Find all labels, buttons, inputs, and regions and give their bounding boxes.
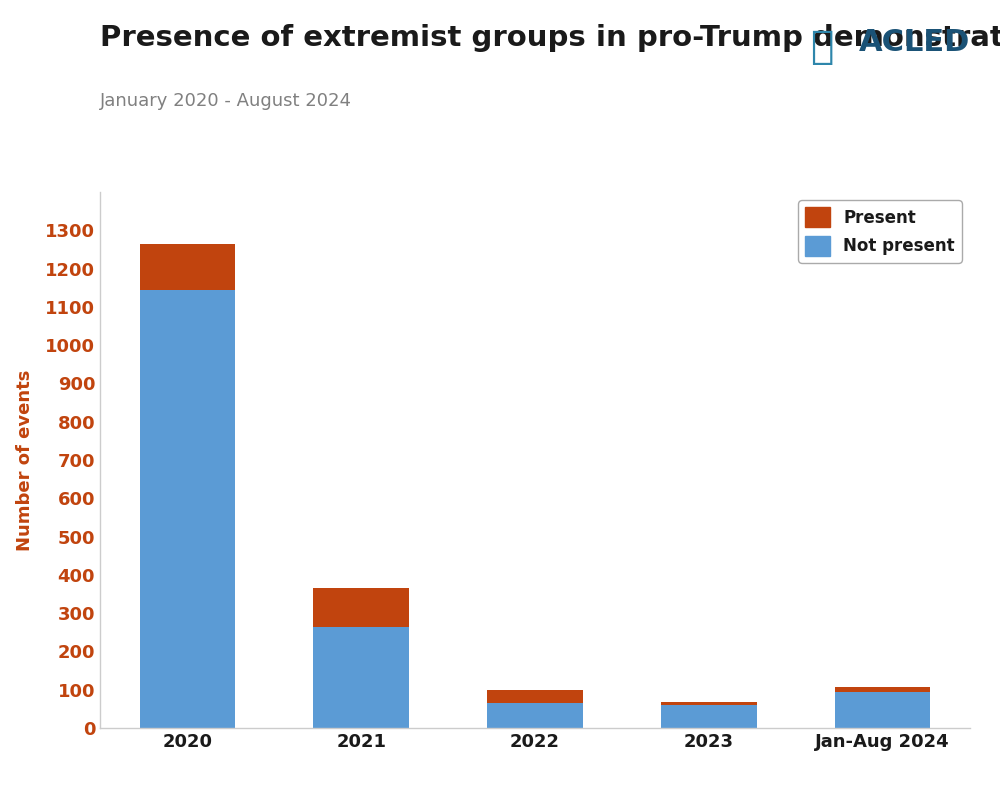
Bar [313, 588, 409, 626]
Legend: Present, Not present: Present, Not present [798, 200, 962, 262]
Bar [661, 702, 757, 705]
Bar [835, 692, 930, 728]
Text: January 2020 - August 2024: January 2020 - August 2024 [100, 92, 352, 110]
Y-axis label: Number of events: Number of events [16, 370, 34, 550]
Bar [140, 244, 235, 290]
Bar [487, 690, 583, 703]
Text: ACLED: ACLED [859, 28, 970, 57]
Bar [313, 626, 409, 728]
Bar [661, 705, 757, 728]
Text: ⌖: ⌖ [810, 28, 833, 66]
Bar [835, 687, 930, 692]
Bar [487, 703, 583, 728]
Text: Presence of extremist groups in pro-Trump demonstrations: Presence of extremist groups in pro-Trum… [100, 24, 1000, 52]
Bar [140, 290, 235, 728]
